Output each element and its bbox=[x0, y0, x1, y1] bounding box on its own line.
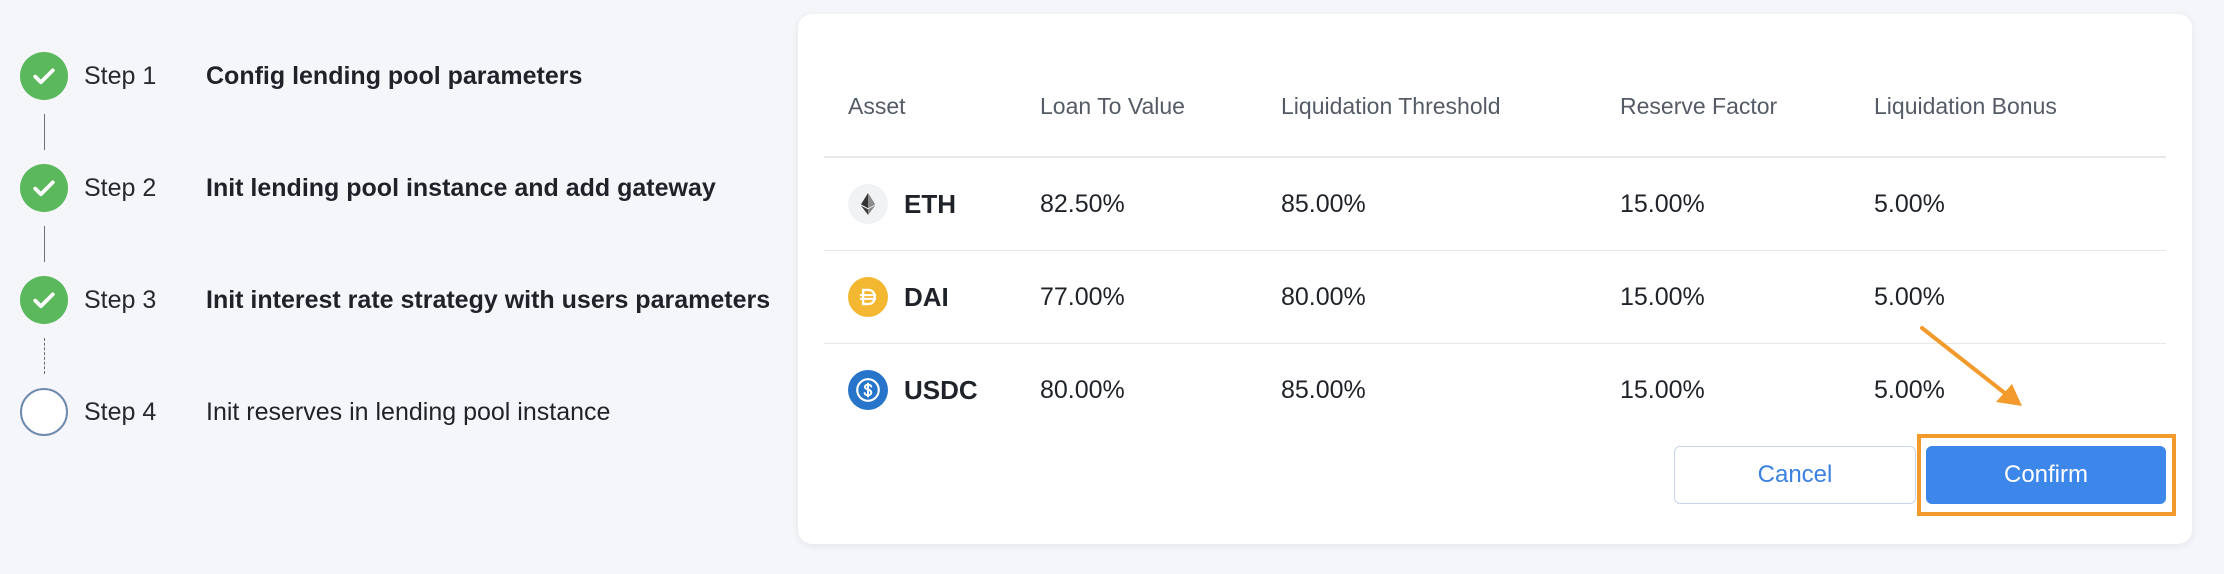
bonus-value: 5.00% bbox=[1874, 282, 1945, 311]
step-1-label: Config lending pool parameters bbox=[206, 61, 583, 90]
cancel-button[interactable]: Cancel bbox=[1674, 446, 1916, 504]
bonus-value: 5.00% bbox=[1874, 375, 1945, 404]
reserve-factor-value: 15.00% bbox=[1620, 282, 1705, 311]
step-2-number: Step 2 bbox=[84, 173, 157, 202]
asset-name: USDC bbox=[904, 374, 978, 405]
asset-cell: ETH bbox=[824, 184, 1040, 224]
step-connector-3 bbox=[44, 338, 45, 374]
bonus-value: 5.00% bbox=[1874, 189, 1945, 218]
table-row: DAI 77.00% 80.00% 15.00% 5.00% bbox=[824, 251, 2166, 344]
ltv-value: 77.00% bbox=[1040, 282, 1125, 311]
step-3-number: Step 3 bbox=[84, 285, 157, 314]
table-header-row: Asset Loan To Value Liquidation Threshol… bbox=[824, 70, 2166, 158]
stepper: Step 1 Config lending pool parameters St… bbox=[20, 52, 780, 452]
reserve-factor-value: 15.00% bbox=[1620, 189, 1705, 218]
step-1-check-icon bbox=[20, 52, 68, 100]
step-1-number: Step 1 bbox=[84, 61, 157, 90]
step-4-label: Init reserves in lending pool instance bbox=[206, 397, 611, 426]
threshold-value: 80.00% bbox=[1281, 282, 1366, 311]
threshold-value: 85.00% bbox=[1281, 375, 1366, 404]
reserves-card: Asset Loan To Value Liquidation Threshol… bbox=[798, 14, 2192, 544]
table-row: ETH 82.50% 85.00% 15.00% 5.00% bbox=[824, 158, 2166, 251]
column-header-bonus: Liquidation Bonus bbox=[1874, 92, 2057, 119]
step-3-label: Init interest rate strategy with users p… bbox=[206, 285, 771, 314]
reserves-table: Asset Loan To Value Liquidation Threshol… bbox=[824, 70, 2166, 436]
column-header-reserve-factor: Reserve Factor bbox=[1620, 92, 1778, 119]
dai-icon bbox=[848, 277, 888, 317]
asset-name: ETH bbox=[904, 188, 956, 219]
column-header-threshold: Liquidation Threshold bbox=[1281, 92, 1501, 119]
asset-cell: USDC bbox=[824, 370, 1040, 410]
eth-icon bbox=[848, 184, 888, 224]
step-4-number: Step 4 bbox=[84, 397, 157, 426]
threshold-value: 85.00% bbox=[1281, 189, 1366, 218]
ltv-value: 82.50% bbox=[1040, 189, 1125, 218]
step-3: Step 3 Init interest rate strategy with … bbox=[20, 276, 770, 324]
reserve-factor-value: 15.00% bbox=[1620, 375, 1705, 404]
step-connector-1 bbox=[44, 114, 45, 150]
table-row: USDC 80.00% 85.00% 15.00% 5.00% bbox=[824, 344, 2166, 436]
confirm-button[interactable]: Confirm bbox=[1926, 446, 2166, 504]
asset-name: DAI bbox=[904, 281, 949, 312]
column-header-ltv: Loan To Value bbox=[1040, 92, 1185, 119]
ltv-value: 80.00% bbox=[1040, 375, 1125, 404]
step-2-check-icon bbox=[20, 164, 68, 212]
step-2: Step 2 Init lending pool instance and ad… bbox=[20, 164, 716, 212]
step-1: Step 1 Config lending pool parameters bbox=[20, 52, 582, 100]
usdc-icon bbox=[848, 370, 888, 410]
step-3-check-icon bbox=[20, 276, 68, 324]
asset-cell: DAI bbox=[824, 277, 1040, 317]
step-4: Step 4 Init reserves in lending pool ins… bbox=[20, 388, 610, 436]
step-2-label: Init lending pool instance and add gatew… bbox=[206, 173, 716, 202]
step-4-empty-circle-icon bbox=[20, 388, 68, 436]
column-header-asset: Asset bbox=[848, 92, 906, 119]
step-connector-2 bbox=[44, 226, 45, 262]
